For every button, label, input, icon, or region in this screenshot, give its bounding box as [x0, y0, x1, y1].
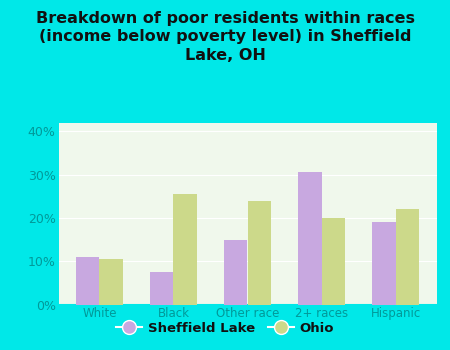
Text: Breakdown of poor residents within races
(income below poverty level) in Sheffie: Breakdown of poor residents within races…: [36, 10, 414, 63]
Bar: [298, 172, 322, 304]
Bar: [76, 257, 99, 304]
Bar: [99, 259, 123, 304]
Bar: [372, 222, 396, 304]
Bar: [173, 194, 197, 304]
Bar: [396, 209, 419, 304]
Bar: [150, 272, 173, 304]
Bar: [248, 201, 271, 304]
Bar: [224, 239, 248, 304]
Legend: Sheffield Lake, Ohio: Sheffield Lake, Ohio: [111, 316, 339, 340]
Bar: [322, 218, 345, 304]
